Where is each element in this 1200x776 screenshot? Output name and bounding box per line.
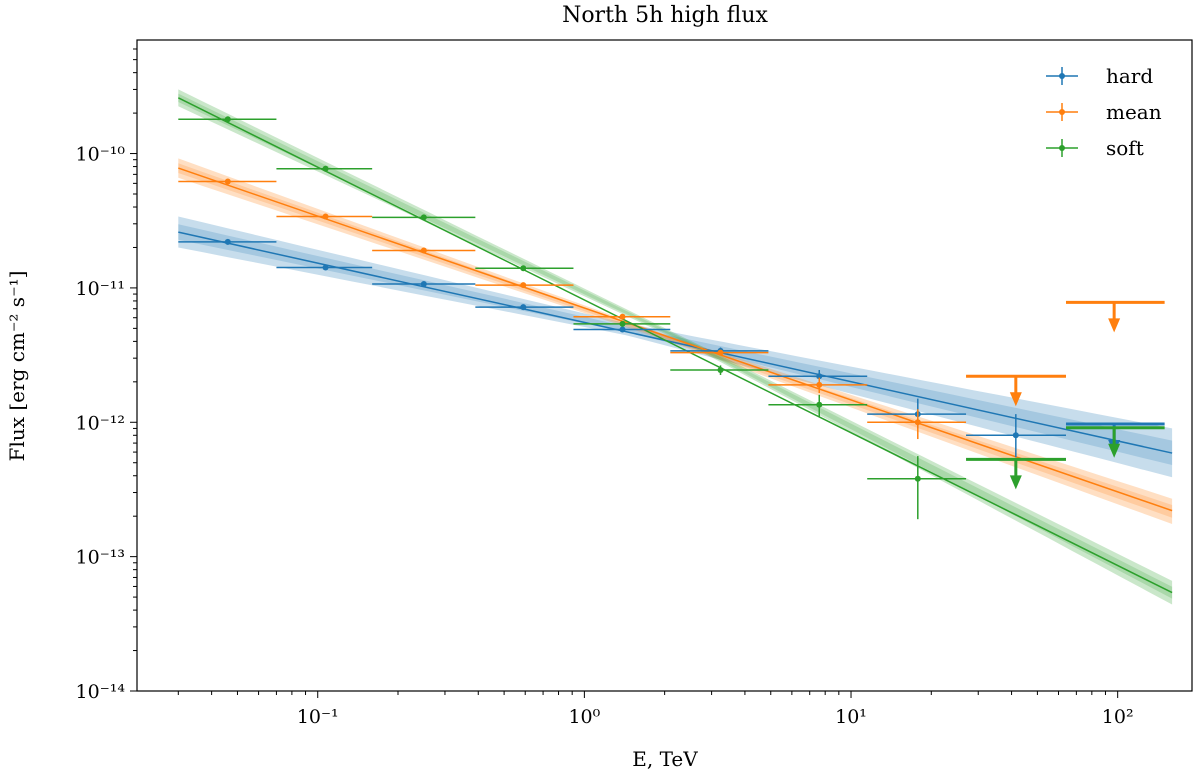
point-mean-6 — [768, 377, 868, 394]
point-mean-5 — [670, 349, 769, 356]
point-mean-3 — [475, 282, 574, 289]
upper-limit-soft-0 — [966, 457, 1066, 490]
band-inner-mean — [178, 163, 1173, 518]
y-axis-label: Flux [erg cm⁻² s⁻¹] — [5, 271, 29, 462]
point-mean-4 — [573, 313, 671, 320]
y-tick-label: 10⁻¹² — [76, 412, 125, 434]
model-lines — [177, 97, 1173, 594]
band-soft — [178, 89, 1173, 605]
point-soft-6 — [768, 394, 868, 417]
point-soft-3 — [475, 265, 574, 272]
legend-label-mean: mean — [1106, 100, 1162, 124]
point-hard-4 — [573, 326, 671, 333]
point-hard-3 — [475, 304, 574, 311]
model-line-soft — [177, 97, 1173, 594]
model-line-hard — [178, 231, 1173, 454]
point-hard-1 — [276, 264, 373, 271]
point-hard-6 — [768, 369, 868, 384]
point-hard-2 — [372, 280, 476, 287]
point-hard-0 — [178, 238, 277, 245]
x-axis-ticks: 10⁻¹ 10⁰ 10¹ 10² — [177, 691, 1134, 728]
y-tick-label: 10⁻¹⁴ — [76, 681, 126, 703]
y-tick-label: 10⁻¹¹ — [76, 278, 125, 300]
point-mean-0 — [178, 178, 277, 185]
point-soft-0 — [178, 116, 277, 123]
band-inner-soft — [178, 93, 1173, 599]
legend-item-soft: soft — [1046, 136, 1144, 160]
legend-item-hard: hard — [1046, 64, 1153, 88]
data-points — [178, 116, 1066, 520]
legend-label-soft: soft — [1106, 136, 1144, 160]
x-tick-label: 10⁰ — [568, 706, 600, 728]
x-axis-label: E, TeV — [632, 747, 698, 771]
legend: hard mean soft — [1046, 64, 1162, 160]
upper-limit-mean-0 — [966, 374, 1066, 407]
x-tick-label: 10¹ — [835, 706, 867, 728]
point-soft-5 — [670, 365, 769, 375]
y-axis-ticks: 10⁻¹⁴ 10⁻¹³ 10⁻¹² 10⁻¹¹ 10⁻¹⁰ — [76, 48, 137, 703]
x-tick-label: 10⁻¹ — [297, 706, 339, 728]
y-tick-label: 10⁻¹⁰ — [76, 144, 126, 166]
point-mean-7 — [867, 409, 967, 440]
point-hard-8 — [966, 414, 1066, 458]
point-soft-4 — [573, 320, 671, 327]
point-mean-1 — [276, 213, 373, 220]
legend-item-mean: mean — [1046, 100, 1162, 124]
legend-label-hard: hard — [1106, 64, 1153, 88]
point-soft-1 — [276, 165, 373, 172]
band-hard — [178, 216, 1173, 478]
point-mean-2 — [372, 247, 476, 254]
chart-title: North 5h high flux — [562, 3, 768, 28]
point-soft-7 — [867, 456, 967, 520]
point-soft-2 — [372, 214, 476, 221]
model-line-mean — [178, 167, 1173, 512]
upper-limits — [966, 300, 1165, 490]
upper-limit-soft-1 — [1065, 426, 1165, 458]
upper-limit-mean-1 — [1065, 300, 1165, 333]
plot-frame — [136, 39, 1193, 692]
y-tick-label: 10⁻¹³ — [76, 547, 125, 569]
x-tick-label: 10² — [1102, 706, 1134, 728]
